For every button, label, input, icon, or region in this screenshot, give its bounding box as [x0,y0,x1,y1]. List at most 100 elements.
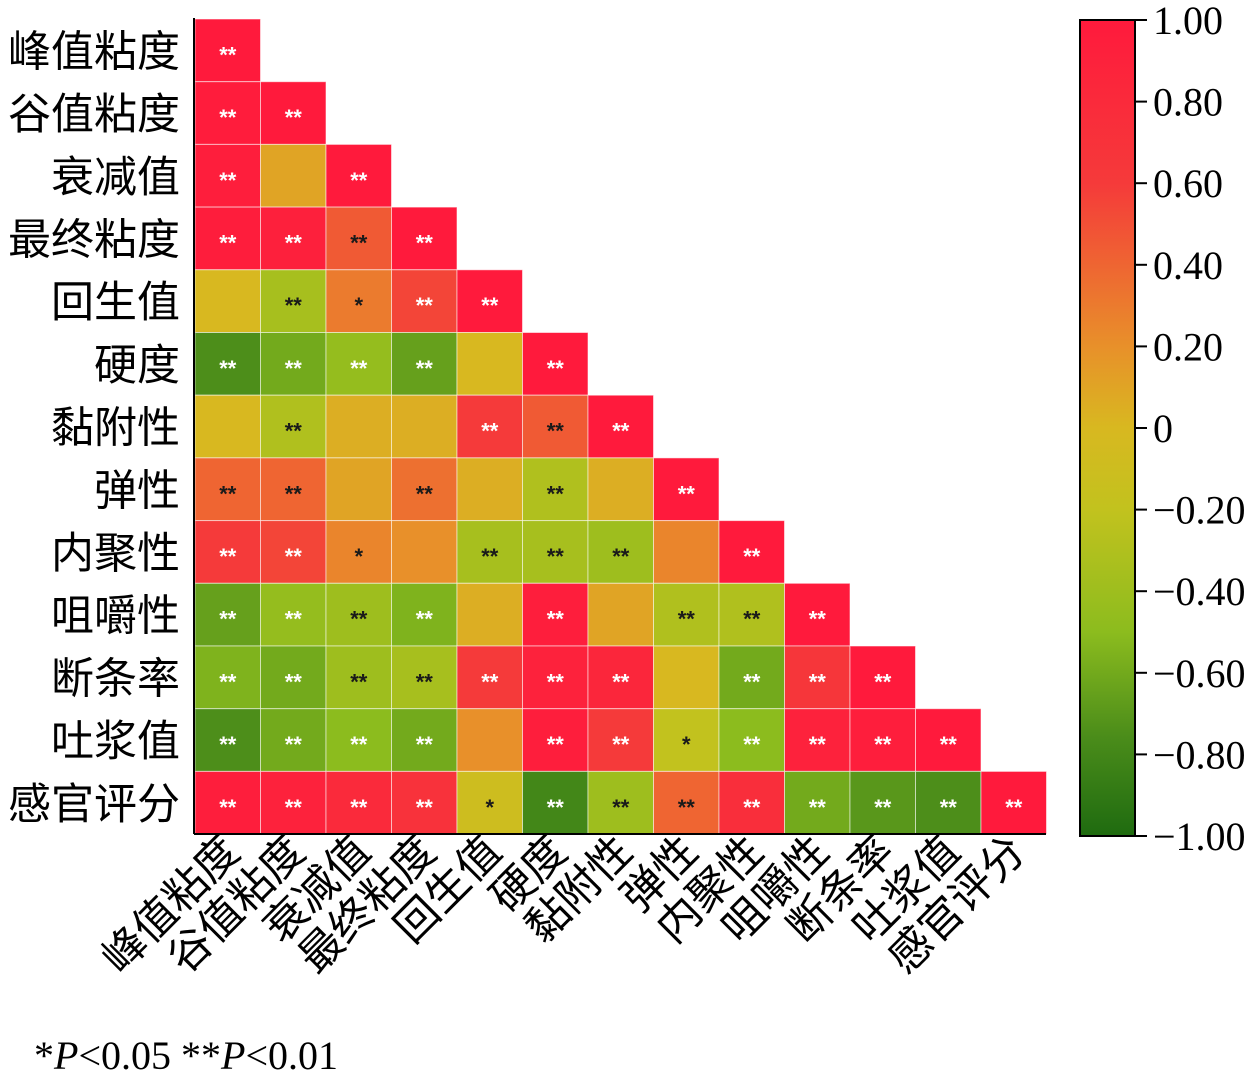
heatmap-cell [260,582,327,647]
heatmap-cell [784,645,851,710]
y-tick-label: 硬度 [94,341,180,391]
heatmap-cell [522,645,589,710]
significance-mark: ** [350,230,368,255]
significance-mark: ** [350,795,368,820]
colorbar-tick-label: −0.60 [1153,651,1246,696]
significance-mark: ** [219,732,237,757]
y-tick-label: 峰值粘度 [8,27,180,77]
significance-mark: ** [612,732,630,757]
x-axis-labels: 峰值粘度谷值粘度衰减值最终粘度回生值硬度黏附性弹性内聚性咀嚼性断条率吐浆值感官评… [93,826,1036,983]
y-axis-labels: 峰值粘度谷值粘度衰减值最终粘度回生值硬度黏附性弹性内聚性咀嚼性断条率吐浆值感官评… [8,27,180,829]
y-tick-label: 回生值 [51,278,180,328]
significance-mark: ** [416,230,434,255]
heatmap-cell [260,81,327,145]
significance-mark: ** [547,732,565,757]
significance-mark: ** [219,230,237,255]
significance-mark: ** [547,544,565,569]
significance-mark: ** [285,105,303,130]
significance-mark: ** [547,481,565,506]
significance-mark: ** [1005,795,1023,820]
significance-mark: ** [547,669,565,694]
heatmap-cell [391,457,458,522]
significance-mark: ** [809,795,827,820]
colorbar-tick-label: 0.60 [1153,161,1223,206]
significance-mark: ** [874,795,892,820]
significance-mark: ** [285,732,303,757]
heatmap-cell [456,645,523,710]
heatmap-cell [653,457,720,522]
significance-mark: ** [416,795,434,820]
significance-mark: ** [547,795,565,820]
colorbar-tick-label: 1.00 [1153,0,1223,43]
significance-mark: ** [285,669,303,694]
heatmap-cell [587,582,654,647]
heatmap-cell [849,645,916,710]
heatmap-cell [587,645,654,710]
heatmap-cells: **** **** **** ** ** **** * ** **** ** ** ** **** ** *… [194,18,1047,835]
heatmap-cell [194,332,261,396]
heatmap-cell [784,770,851,835]
heatmap-cell [653,520,720,584]
footnote-p1: P [54,1033,79,1078]
significance-mark: ** [743,795,761,820]
heatmap-cell [391,708,458,772]
heatmap-cell [587,457,654,522]
significance-mark: ** [940,795,958,820]
significance-mark: ** [350,356,368,381]
significance-mark: ** [809,669,827,694]
footnote-text2: <0.01 [245,1033,338,1078]
heatmap-cell [325,394,392,459]
significance-mark: * [682,732,691,757]
colorbar-gradient [1079,19,1136,837]
significance-mark: ** [350,732,368,757]
significance-mark: ** [285,230,303,255]
significance-mark: ** [416,732,434,757]
heatmap-cell [653,582,720,647]
colorbar: 1.00 0.80 0.60 0.40 0.20 0 −0.20 −0.40 −0.60 −0.8… [1079,0,1246,859]
heatmap-cell [194,520,261,584]
heatmap-cell [325,206,392,271]
heatmap-cell [325,770,392,835]
significance-mark: ** [219,481,237,506]
y-tick-label: 弹性 [94,466,180,516]
significance-mark: * [354,544,363,569]
heatmap-cell [194,394,261,459]
significance-mark: ** [678,795,696,820]
significance-mark: ** [219,42,237,67]
heatmap-cell [391,269,458,333]
significance-mark: ** [285,356,303,381]
heatmap-cell [456,582,523,647]
heatmap-cell [653,645,720,710]
y-tick-label: 最终粘度 [8,215,180,265]
colorbar-tick-label: −0.40 [1153,569,1246,614]
significance-mark: ** [416,356,434,381]
significance-mark: ** [481,419,499,444]
heatmap-cell [980,770,1047,835]
heatmap-cell [653,708,720,772]
significance-mark: ** [416,607,434,632]
heatmap-cell [718,645,785,710]
heatmap-cell [194,143,261,208]
colorbar-tick-label: 0.40 [1153,243,1223,288]
heatmap-cell [456,457,523,522]
heatmap-cell [391,770,458,835]
significance-mark: ** [285,544,303,569]
heatmap-cell [260,269,327,333]
y-tick-label: 咀嚼性 [51,592,180,642]
significance-mark: ** [612,419,630,444]
heatmap-cell [194,81,261,145]
footnote-star2: ** [181,1033,221,1078]
heatmap-cell [587,770,654,835]
significance-mark: ** [350,669,368,694]
significance-mark: ** [219,607,237,632]
heatmap-cell [391,645,458,710]
heatmap-cell [456,520,523,584]
significance-mark: ** [285,481,303,506]
y-tick-label: 内聚性 [51,529,180,579]
y-tick-label: 吐浆值 [51,717,180,767]
y-tick-label: 断条率 [51,654,180,704]
heatmap-axes [193,18,1046,835]
heatmap-cell [260,708,327,772]
significance-mark: ** [612,544,630,569]
heatmap-cell [522,582,589,647]
